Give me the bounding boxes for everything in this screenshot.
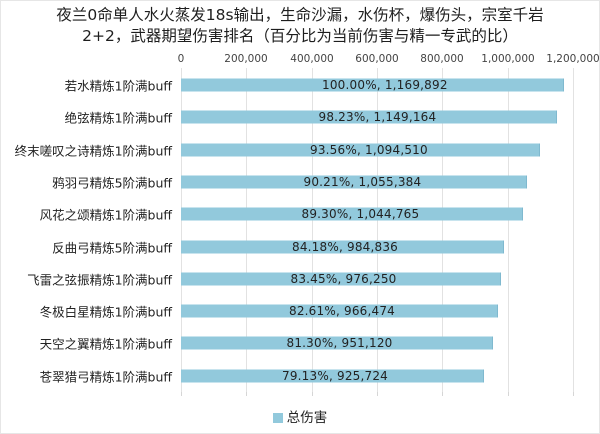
bar xyxy=(181,369,484,383)
x-tick-label: 600,000 xyxy=(355,53,399,65)
x-tick-label: 400,000 xyxy=(290,53,334,65)
bar-data-label: 89.30%, 1,044,765 xyxy=(301,207,420,221)
gridline xyxy=(181,68,182,392)
bar xyxy=(181,78,564,92)
x-tick-label: 0 xyxy=(177,53,185,65)
category-label: 飞雷之弦振精炼1阶满buff xyxy=(27,272,172,288)
category-label: 天空之翼精炼1阶满buff xyxy=(39,336,172,352)
category-label: 反曲弓精炼5阶满buff xyxy=(52,240,172,256)
bar-data-label: 98.23%, 1,149,164 xyxy=(318,110,437,124)
category-label: 绝弦精炼1阶满buff xyxy=(64,110,172,126)
bar xyxy=(181,304,498,318)
gridline xyxy=(246,68,247,392)
bar-data-label: 82.61%, 966,474 xyxy=(289,304,396,318)
category-label: 苍翠猎弓精炼1阶满buff xyxy=(39,369,172,385)
gridline xyxy=(573,68,574,392)
tick-mark xyxy=(508,392,509,396)
bar-data-label: 93.56%, 1,094,510 xyxy=(310,143,428,157)
gridline xyxy=(312,68,313,392)
legend-swatch-icon xyxy=(272,413,283,423)
bar-data-label: 81.30%, 951,120 xyxy=(286,336,393,350)
legend-label: 总伤害 xyxy=(286,410,328,426)
category-label: 冬极白星精炼1阶满buff xyxy=(39,304,172,320)
category-label: 风花之颂精炼1阶满buff xyxy=(39,207,172,223)
bar xyxy=(181,143,540,157)
x-tick-label: 1,000,000 xyxy=(481,53,535,65)
bar xyxy=(181,272,501,286)
bar xyxy=(181,175,527,189)
gridline xyxy=(442,68,443,392)
chart-title-line-1: 夜兰0命单人水火蒸发18s输出，生命沙漏，水伤杯，爆伤头，宗室千岩 xyxy=(56,6,544,24)
gridline xyxy=(508,68,509,392)
bar-data-label: 79.13%, 925,724 xyxy=(282,369,389,383)
x-tick-label: 1,200,000 xyxy=(546,53,600,65)
tick-mark xyxy=(377,392,378,396)
bar xyxy=(181,336,493,350)
category-label: 鸦羽弓精炼5阶满buff xyxy=(52,175,172,191)
bar-data-label: 83.45%, 976,250 xyxy=(290,272,397,286)
tick-mark xyxy=(246,392,247,396)
tick-mark xyxy=(181,392,182,396)
gridline xyxy=(377,68,378,392)
tick-mark xyxy=(442,392,443,396)
bar xyxy=(181,110,557,124)
tick-mark xyxy=(312,392,313,396)
x-tick-label: 800,000 xyxy=(420,53,464,65)
chart-title: 夜兰0命单人水火蒸发18s输出，生命沙漏，水伤杯，爆伤头，宗室千岩 2+2，武器… xyxy=(0,5,600,47)
chart-title-line-2: 2+2，武器期望伤害排名（百分比为当前伤害与精一专武的比） xyxy=(82,27,518,45)
bar-data-label: 84.18%, 984,836 xyxy=(292,240,399,254)
category-label: 若水精炼1阶满buff xyxy=(64,78,172,94)
bar-data-label: 90.21%, 1,055,384 xyxy=(303,175,422,189)
bar xyxy=(181,240,504,254)
bar xyxy=(181,207,523,221)
tick-mark xyxy=(573,392,574,396)
category-label: 终末嗟叹之诗精炼1阶满buff xyxy=(14,143,172,159)
x-tick-label: 200,000 xyxy=(224,53,268,65)
legend: 总伤害 xyxy=(0,406,600,426)
bar-data-label: 100.00%, 1,169,892 xyxy=(322,78,448,92)
